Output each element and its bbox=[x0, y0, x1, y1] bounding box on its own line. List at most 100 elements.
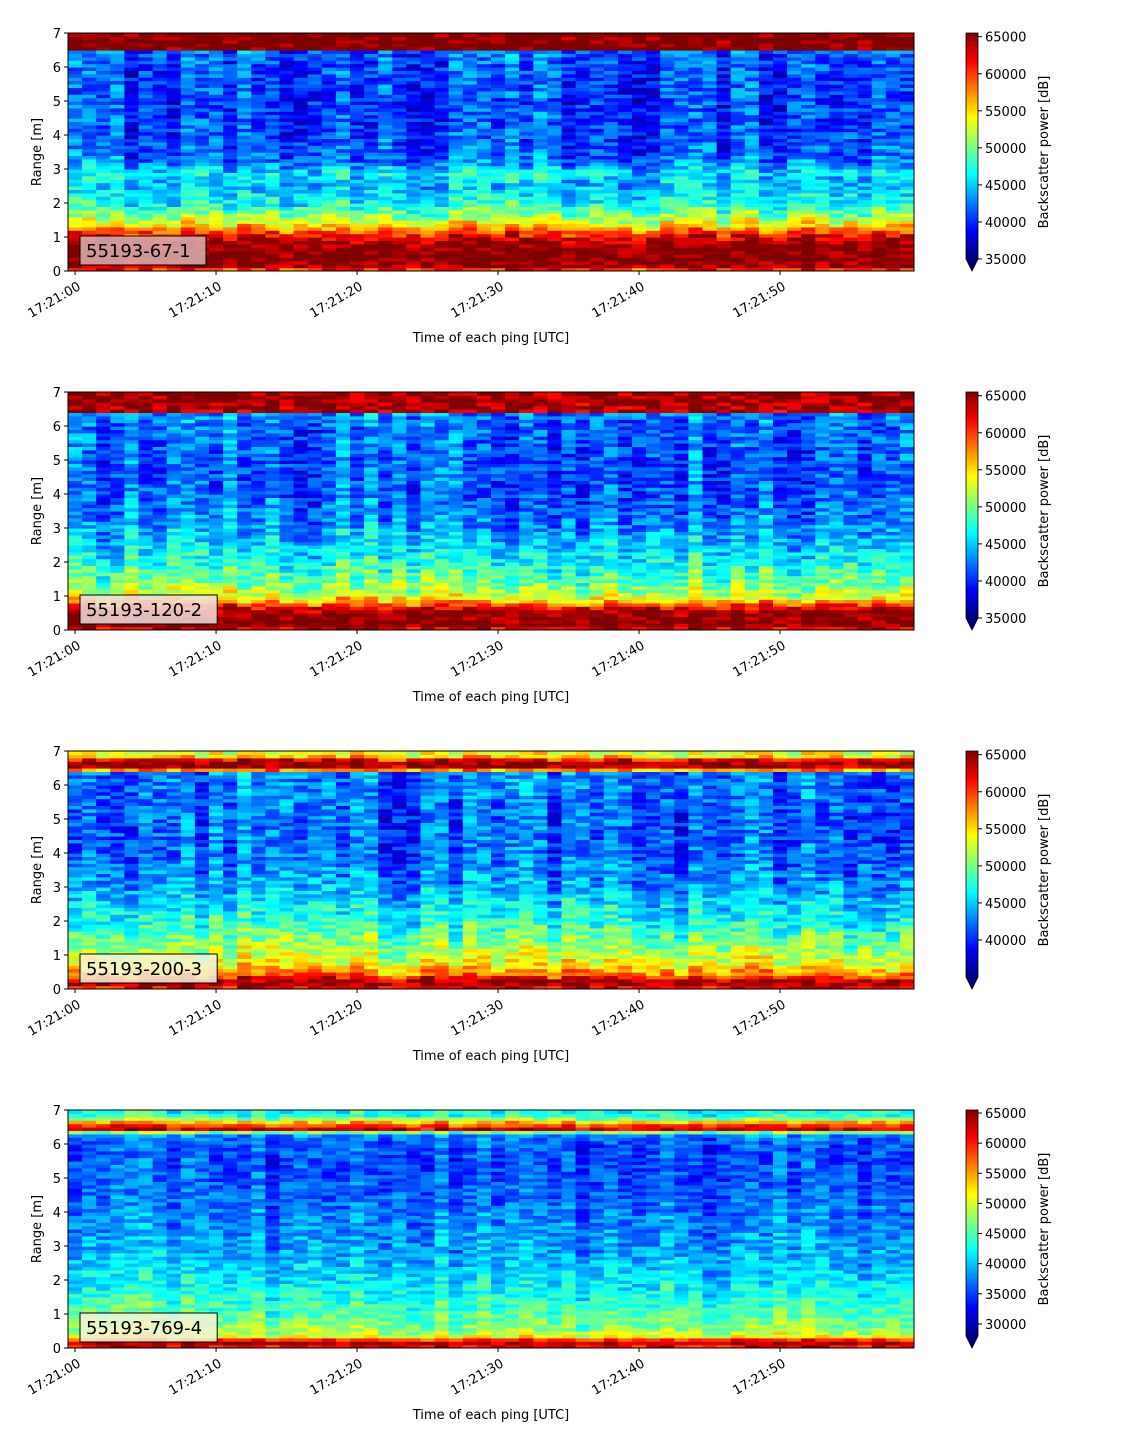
heatmap-cell bbox=[476, 240, 492, 245]
heatmap-cell bbox=[815, 60, 830, 65]
heatmap-cell bbox=[96, 473, 111, 478]
heatmap-cell bbox=[420, 124, 436, 129]
heatmap-cell bbox=[815, 104, 830, 109]
heatmap-cell bbox=[138, 582, 154, 587]
heatmap-cell bbox=[68, 511, 83, 515]
heatmap-cell bbox=[180, 395, 196, 400]
heatmap-cell bbox=[801, 141, 816, 146]
heatmap-cell bbox=[730, 223, 746, 228]
heatmap-cell bbox=[96, 118, 111, 122]
heatmap-cell bbox=[293, 121, 309, 126]
heatmap-cell bbox=[237, 250, 252, 255]
heatmap-cell bbox=[505, 97, 520, 102]
heatmap-cell bbox=[476, 186, 492, 190]
heatmap-cell bbox=[801, 155, 816, 160]
heatmap-cell bbox=[603, 36, 619, 41]
heatmap-cell bbox=[194, 398, 210, 403]
heatmap-cell bbox=[434, 250, 450, 255]
heatmap-cell bbox=[110, 84, 125, 88]
heatmap-cell bbox=[293, 87, 309, 92]
heatmap-cell bbox=[829, 128, 845, 133]
heatmap-cell bbox=[603, 158, 619, 163]
heatmap-cell bbox=[702, 63, 718, 68]
heatmap-cell bbox=[96, 460, 111, 464]
heatmap-cell bbox=[392, 124, 407, 129]
heatmap-cell bbox=[885, 67, 901, 71]
heatmap-cell bbox=[561, 131, 577, 136]
heatmap-cell bbox=[561, 192, 577, 197]
heatmap-cell bbox=[702, 237, 718, 241]
heatmap-cell bbox=[589, 80, 605, 85]
heatmap-cell bbox=[547, 121, 563, 126]
heatmap-cell bbox=[420, 206, 436, 211]
heatmap-cell bbox=[603, 141, 619, 146]
heatmap-cell bbox=[688, 182, 704, 187]
heatmap-cell bbox=[392, 155, 407, 160]
heatmap-cell bbox=[180, 203, 196, 207]
heatmap-cell bbox=[561, 243, 577, 248]
heatmap-cell bbox=[180, 196, 196, 201]
heatmap-cell bbox=[110, 432, 125, 437]
heatmap-cell bbox=[152, 483, 168, 488]
heatmap-cell bbox=[82, 466, 97, 471]
heatmap-cell bbox=[392, 220, 407, 224]
heatmap-cell bbox=[392, 237, 407, 241]
heatmap-cell bbox=[491, 247, 506, 252]
heatmap-cell bbox=[279, 145, 295, 150]
heatmap-cell bbox=[96, 548, 111, 553]
heatmap-cell bbox=[350, 165, 365, 170]
heatmap-cell bbox=[547, 192, 563, 197]
heatmap-cell bbox=[364, 124, 379, 129]
heatmap-cell bbox=[378, 226, 393, 231]
heatmap-cell bbox=[335, 189, 351, 194]
heatmap-cell bbox=[335, 196, 351, 201]
heatmap-cell bbox=[448, 182, 464, 187]
heatmap-cell bbox=[335, 70, 351, 75]
heatmap-cell bbox=[674, 264, 689, 269]
heatmap-cell bbox=[82, 131, 97, 136]
heatmap-cell bbox=[744, 240, 760, 245]
heatmap-cell bbox=[603, 216, 619, 221]
heatmap-cell bbox=[293, 70, 309, 75]
heatmap-cell bbox=[223, 67, 238, 71]
heatmap-cell bbox=[166, 192, 182, 197]
heatmap-cell bbox=[561, 226, 577, 231]
heatmap-cell bbox=[180, 575, 196, 580]
heatmap-cell bbox=[773, 162, 788, 167]
heatmap-cell bbox=[857, 206, 873, 211]
heatmap-cell bbox=[744, 260, 760, 265]
heatmap-cell bbox=[857, 155, 873, 160]
heatmap-cell bbox=[857, 53, 873, 58]
heatmap-cell bbox=[533, 121, 548, 126]
heatmap-cell bbox=[871, 250, 887, 255]
heatmap-cell bbox=[223, 111, 238, 116]
heatmap-cell bbox=[899, 131, 914, 136]
heatmap-cell bbox=[801, 131, 816, 136]
heatmap-cell bbox=[462, 175, 478, 180]
heatmap-cell bbox=[321, 247, 337, 252]
heatmap-cell bbox=[406, 90, 422, 95]
heatmap-cell bbox=[223, 90, 238, 95]
heatmap-cell bbox=[575, 104, 591, 109]
heatmap-cell bbox=[589, 124, 605, 129]
heatmap-cell bbox=[124, 199, 140, 204]
heatmap-cell bbox=[68, 267, 83, 271]
heatmap-cell bbox=[223, 237, 238, 241]
heatmap-cell bbox=[716, 165, 732, 170]
heatmap-cell bbox=[307, 254, 323, 258]
heatmap-cell bbox=[787, 97, 802, 102]
heatmap-cell bbox=[209, 36, 224, 41]
heatmap-cell bbox=[110, 169, 125, 173]
heatmap-cell bbox=[815, 36, 830, 41]
heatmap-cell bbox=[335, 43, 351, 48]
heatmap-cell bbox=[237, 70, 252, 75]
heatmap-cell bbox=[843, 97, 859, 102]
heatmap-cell bbox=[674, 237, 689, 241]
heatmap-cell bbox=[533, 145, 548, 150]
heatmap-cell bbox=[350, 247, 365, 252]
heatmap-cell bbox=[730, 162, 746, 167]
heatmap-cell bbox=[815, 226, 830, 231]
heatmap-cell bbox=[716, 118, 732, 122]
heatmap-cell bbox=[180, 182, 196, 187]
heatmap-cell bbox=[223, 206, 238, 211]
